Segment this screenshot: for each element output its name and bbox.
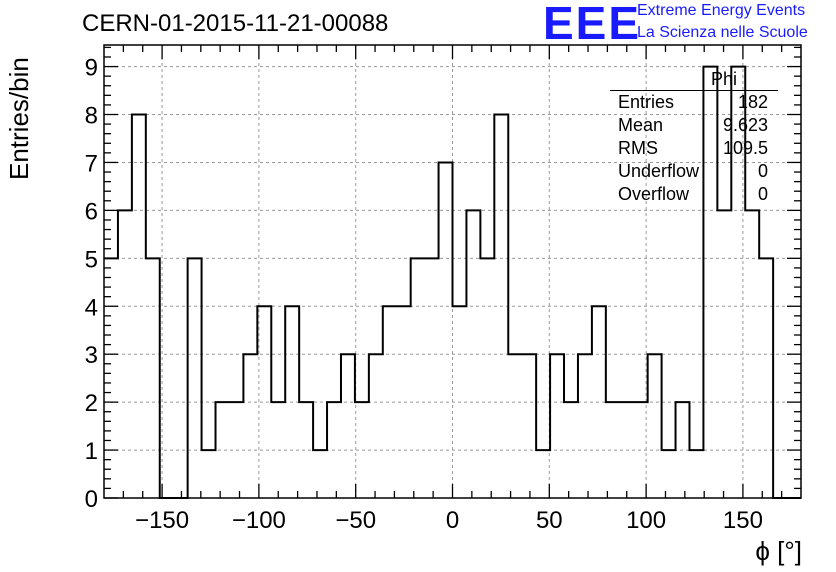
y-axis-label: Entries/bin xyxy=(4,57,34,180)
plot-frame xyxy=(103,44,802,499)
stats-label: Overflow xyxy=(618,184,690,204)
y-tick-label: 3 xyxy=(85,342,98,369)
stats-label: Mean xyxy=(618,115,664,135)
stats-row-rms: RMS 109.5 xyxy=(610,137,778,160)
stats-box-divider xyxy=(610,90,778,91)
stats-value: 0 xyxy=(757,184,768,204)
stats-row-mean: Mean 9.623 xyxy=(610,114,778,137)
x-tick-label: 0 xyxy=(446,507,459,534)
x-tick-label: −100 xyxy=(232,507,286,534)
x-axis-label: ϕ [°] xyxy=(755,536,802,566)
x-tick-label: −50 xyxy=(335,507,376,534)
y-tick-label: 8 xyxy=(85,103,98,130)
axis-ticks xyxy=(104,45,801,499)
eee-logo-mark: EEE xyxy=(543,0,642,49)
tick-labels: −150 −100 −50 0 50 100 150 0 1 2 3 4 5 6 7 8 9 xyxy=(85,55,763,534)
stats-value: 109.5 xyxy=(722,138,768,158)
y-tick-label: 1 xyxy=(85,438,98,465)
y-tick-label: 7 xyxy=(85,150,98,177)
logo-line-2: La Scienza nelle Scuole xyxy=(637,24,808,41)
logo-line-1: Extreme Energy Events xyxy=(637,2,806,19)
y-tick-label: 4 xyxy=(85,294,98,321)
chart-title: CERN-01-2015-11-21-00088 xyxy=(82,10,389,37)
stats-label: Entries xyxy=(618,92,675,112)
x-tick-label: 50 xyxy=(536,507,563,534)
histogram-line xyxy=(104,65,801,499)
stats-value: 9.623 xyxy=(722,115,768,135)
stats-row-entries: Entries 182 xyxy=(610,91,778,114)
y-tick-label: 2 xyxy=(85,390,98,417)
x-tick-label: −150 xyxy=(135,507,189,534)
y-tick-label: 6 xyxy=(85,198,98,225)
stats-value: 0 xyxy=(757,161,768,181)
y-tick-label: 9 xyxy=(85,55,98,82)
stats-box-name: Phi xyxy=(710,69,737,89)
y-tick-label: 5 xyxy=(85,246,98,273)
stats-label: Underflow xyxy=(618,161,700,181)
stats-box: Phi Entries 182 Mean 9.623 RMS 109.5 Und… xyxy=(610,68,778,206)
stats-label: RMS xyxy=(618,138,658,158)
stats-row-overflow: Overflow 0 xyxy=(610,183,778,206)
stats-row-underflow: Underflow 0 xyxy=(610,160,778,183)
x-tick-label: 150 xyxy=(723,507,763,534)
stats-value: 182 xyxy=(737,92,768,112)
x-tick-label: 100 xyxy=(626,507,666,534)
y-tick-label: 0 xyxy=(85,486,98,513)
